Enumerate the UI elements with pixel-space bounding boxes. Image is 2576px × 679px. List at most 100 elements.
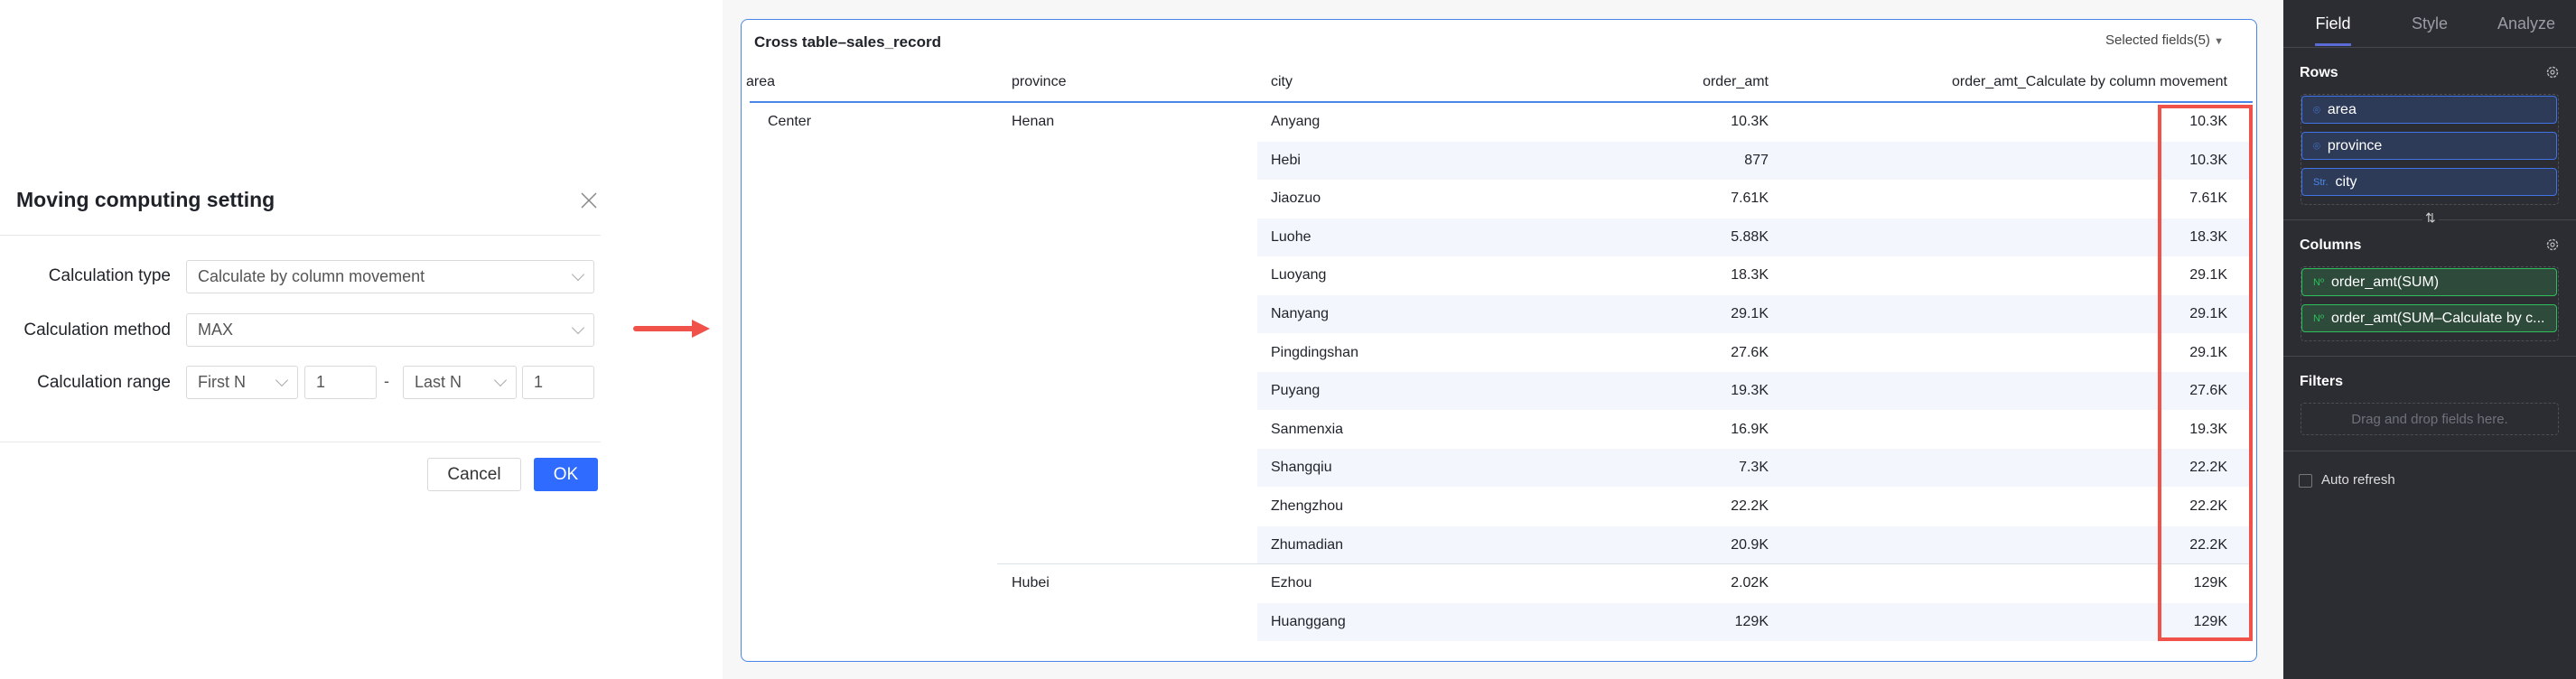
cell-city: Puyang [1271,383,1321,399]
cell-city: Shangqiu [1271,460,1332,476]
cell-moving: 18.3K [2189,228,2227,245]
swap-icon[interactable]: ⇅ [2422,210,2439,226]
cell-city: Zhengzhou [1271,498,1344,514]
row-field-area[interactable]: ⌾ area [2301,96,2557,124]
calc-method-label: Calculation method [23,321,171,340]
rows-label: Rows [2300,65,2338,80]
rows-dropzone[interactable] [2301,94,2559,205]
filters-dropzone[interactable]: Drag and drop fields here. [2301,403,2559,435]
cell-order-amt: 2.02K [1731,575,1769,591]
calc-method-value: MAX [198,321,234,339]
cell-moving: 22.2K [2189,498,2227,514]
column-field-order-amt-moving[interactable]: Nº order_amt(SUM–Calculate by c... [2301,304,2557,332]
cell-moving: 129K [2193,613,2227,629]
cell-moving: 29.1K [2189,344,2227,360]
dialog-header-divider [0,235,601,236]
columns-divider [2283,356,2576,357]
calc-method-select[interactable]: MAX [186,313,594,347]
header-province: province [1012,74,1067,89]
cell-moving: 22.2K [2189,536,2227,553]
row-field-province[interactable]: ⌾ province [2301,132,2557,160]
dialog-title: Moving computing setting [16,188,275,211]
calc-type-label: Calculation type [48,266,171,285]
range-end-value: 1 [534,373,544,391]
row-field-label: province [2327,137,2383,153]
cell-city: Nanyang [1271,306,1330,321]
active-tab-indicator [2315,43,2351,46]
row-stripe [1257,602,2251,641]
tab-analyze[interactable]: Analyze [2497,14,2556,33]
cell-city: Anyang [1271,114,1321,129]
cell-moving: 10.3K [2189,114,2227,129]
cell-city: Huanggang [1271,613,1346,629]
cell-order-amt: 5.88K [1731,228,1769,245]
chevron-down-icon [275,373,289,387]
calc-type-select[interactable]: Calculate by column movement [186,260,594,293]
cancel-button[interactable]: Cancel [427,458,521,491]
cell-order-amt: 16.9K [1731,421,1769,437]
range-end-mode-select[interactable]: Last N [403,366,517,399]
range-start-mode-value: First N [198,373,246,391]
selected-fields-dropdown[interactable]: Selected fields(5) ▼ [2077,33,2224,48]
column-field-order-amt[interactable]: Nº order_amt(SUM) [2301,268,2557,296]
selected-fields-label: Selected fields(5) [2105,33,2210,48]
chevron-down-icon [571,267,585,282]
row-stripe [1257,218,2251,256]
location-icon: ⌾ [2313,138,2320,153]
cell-order-amt: 877 [1744,152,1769,168]
range-start-value: 1 [316,373,326,391]
cell-order-amt: 22.2K [1731,498,1769,514]
calc-type-value: Calculate by column movement [198,267,425,285]
close-icon[interactable] [578,190,600,211]
cell-moving: 19.3K [2189,421,2227,437]
province-group-divider [997,563,2253,564]
tab-field[interactable]: Field [2315,14,2351,33]
calc-range-label: Calculation range [37,373,171,392]
ok-button[interactable]: OK [534,458,598,491]
number-icon: Nº [2313,276,2324,288]
header-area: area [746,74,776,89]
range-end-input[interactable]: 1 [522,366,594,399]
auto-refresh-checkbox[interactable] [2299,474,2312,488]
cell-province: Hubei [1012,575,1050,591]
tab-style[interactable]: Style [2411,14,2449,33]
cell-area: Center [768,114,812,129]
cell-order-amt: 27.6K [1731,344,1769,360]
row-stripe [1257,372,2251,411]
cell-moving: 129K [2193,575,2227,591]
cell-moving: 29.1K [2189,306,2227,321]
range-start-mode-select[interactable]: First N [186,366,298,399]
cell-moving: 7.61K [2189,191,2227,207]
highlight-box [2158,105,2253,641]
column-field-label: order_amt(SUM) [2330,274,2440,290]
cell-city: Sanmenxia [1271,421,1344,437]
row-field-label: city [2335,173,2357,190]
cell-city: Jiaozuo [1271,191,1321,207]
range-separator: - [384,372,389,390]
cell-city: Luohe [1271,228,1311,245]
cell-city: Luoyang [1271,267,1327,284]
row-stripe [1257,295,2251,333]
columns-dropzone[interactable] [2301,266,2559,341]
header-moving: order_amt_Calculate by column movement [1951,74,2227,89]
cell-order-amt: 20.9K [1731,536,1769,553]
tabs-divider [2283,47,2576,48]
cell-moving: 22.2K [2189,460,2227,476]
cell-order-amt: 19.3K [1731,383,1769,399]
cross-table-card [741,19,2257,662]
cell-moving: 10.3K [2189,152,2227,168]
cell-order-amt: 29.1K [1731,306,1769,321]
cell-order-amt: 7.61K [1731,191,1769,207]
string-icon: Str. [2313,176,2329,188]
number-icon: Nº [2313,312,2324,324]
header-order-amt: order_amt [1703,74,1769,89]
header-underline [750,101,2253,103]
filters-label: Filters [2300,374,2344,389]
cell-province: Henan [1012,114,1055,129]
cell-city: Pingdingshan [1271,344,1358,360]
cell-city: Hebi [1271,152,1301,168]
range-start-input[interactable]: 1 [304,366,377,399]
row-field-city[interactable]: Str. city [2301,168,2557,196]
rows-gear-icon[interactable] [2545,65,2560,79]
columns-gear-icon[interactable] [2545,237,2560,252]
